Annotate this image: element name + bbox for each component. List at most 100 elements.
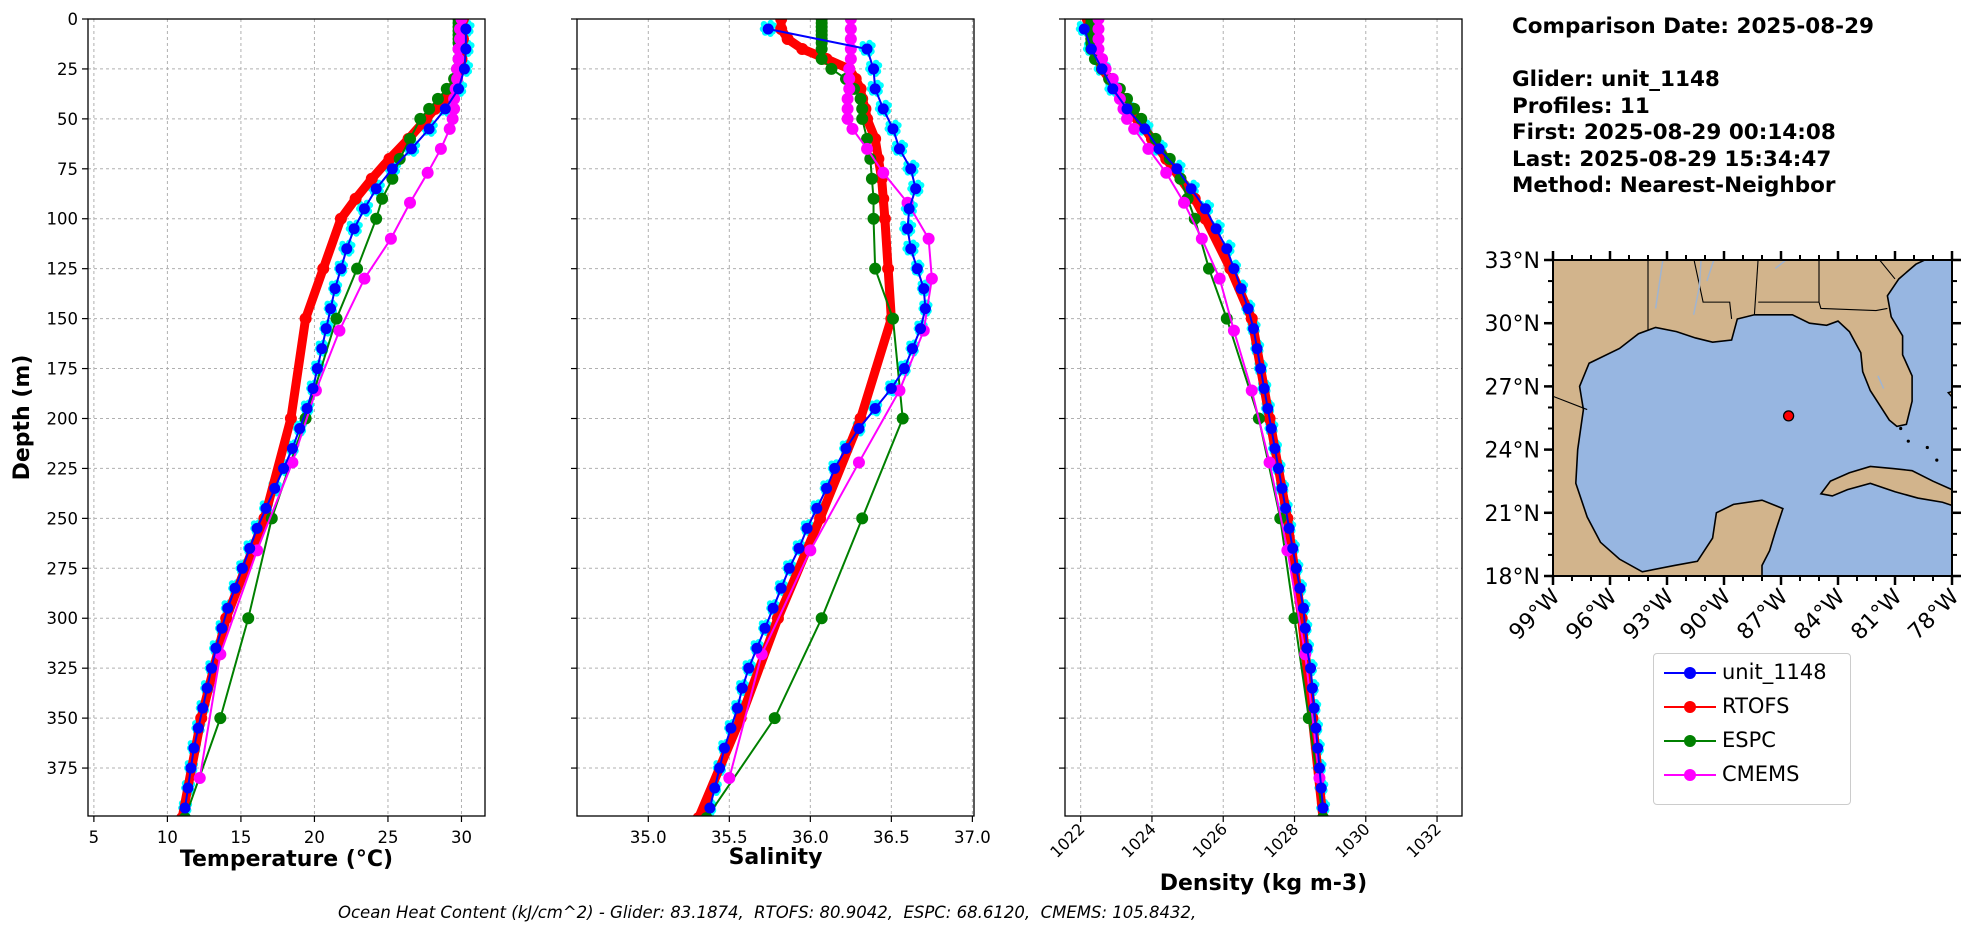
data-point-unit_1148 — [1297, 602, 1309, 614]
data-point-cmems — [841, 92, 854, 105]
x-tick-label: 5 — [89, 828, 100, 847]
glider-profiles-scatter — [1075, 19, 1331, 816]
lon-tick-label: 90°W — [1676, 584, 1737, 645]
data-point-unit_1148 — [201, 682, 213, 694]
y-tick-label: 275 — [47, 559, 79, 578]
data-point-cmems — [1128, 122, 1141, 135]
lon-tick-label: 99°W — [1505, 584, 1566, 645]
data-point-unit_1148 — [335, 263, 347, 275]
legend-swatch-rtofs — [1664, 701, 1716, 713]
data-point-unit_1148 — [251, 522, 263, 534]
data-point-espc — [1163, 152, 1176, 165]
data-point-cmems — [804, 544, 817, 557]
data-point-unit_1148 — [885, 383, 897, 395]
data-point-unit_1148 — [197, 702, 209, 714]
data-point-rtofs — [284, 412, 297, 425]
data-point-unit_1148 — [278, 462, 290, 474]
data-point-cmems — [843, 72, 856, 85]
data-point-cmems — [1195, 232, 1208, 245]
data-point-cmems — [446, 112, 459, 125]
y-tick-label: 100 — [47, 210, 79, 229]
salinity-panel: 35.0 35.5 36.0 36.5 37.0 Salinity — [571, 18, 991, 870]
series-unit_1148 — [704, 23, 931, 814]
x-tick-label: 30 — [451, 828, 472, 847]
data-point-unit_1148 — [840, 442, 852, 454]
data-point-unit_1148 — [759, 622, 771, 634]
plot-area — [176, 19, 475, 816]
y-tick-label: 25 — [57, 60, 78, 79]
map-frame — [1552, 259, 1953, 577]
data-point-unit_1148 — [910, 183, 922, 195]
density-panel: 1022 1024 1026 1028 1030 1032 Density (kg m-3) — [1046, 18, 1463, 896]
data-point-espc — [867, 192, 880, 205]
lon-tick-label: 96°W — [1562, 584, 1623, 645]
data-point-rtofs — [796, 42, 809, 55]
border-line — [1758, 260, 1820, 303]
data-point-unit_1148 — [1235, 283, 1247, 295]
data-point-rtofs — [878, 212, 891, 225]
data-point-rtofs — [299, 312, 312, 325]
data-point-espc — [856, 102, 869, 115]
data-point-espc — [815, 612, 828, 625]
method: Method: Nearest-Neighbor — [1512, 173, 1836, 198]
data-point-espc — [423, 102, 436, 115]
data-point-unit_1148 — [1258, 383, 1270, 395]
data-point-espc — [700, 811, 713, 816]
data-point-rtofs — [383, 152, 396, 165]
glider-profiles-scatter — [178, 19, 475, 816]
data-point-unit_1148 — [869, 83, 881, 95]
data-point-cmems — [844, 52, 857, 65]
data-point-cmems — [454, 32, 467, 45]
data-point-unit_1148 — [1262, 403, 1274, 415]
data-point-unit_1148 — [704, 802, 716, 814]
data-point-espc — [393, 152, 406, 165]
data-point-unit_1148 — [905, 243, 917, 255]
data-point-cmems — [843, 62, 856, 75]
data-point-unit_1148 — [405, 143, 417, 155]
data-point-unit_1148 — [179, 802, 191, 814]
y-tick-label: 75 — [57, 160, 78, 179]
data-point-unit_1148 — [1312, 742, 1324, 754]
data-point-unit_1148 — [1251, 343, 1263, 355]
series-line-unit_1148 — [1083, 28, 1325, 809]
data-point-unit_1148 — [229, 582, 241, 594]
lon-tick-label: 78°W — [1904, 584, 1965, 645]
data-point-unit_1148 — [1305, 662, 1317, 674]
data-point-cmems — [1178, 196, 1191, 209]
lat-tick-label: 21°N — [1485, 502, 1540, 527]
legend-swatch-espc — [1664, 735, 1716, 747]
data-point-unit_1148 — [821, 482, 833, 494]
y-axis-label: Depth (m) — [10, 355, 35, 481]
x-tick-label: 36.5 — [873, 828, 910, 847]
y-tick-label: 50 — [57, 110, 78, 129]
last-time: Last: 2025-08-29 15:34:47 — [1512, 146, 1832, 172]
data-point-unit_1148 — [210, 642, 222, 654]
data-point-unit_1148 — [260, 502, 272, 514]
border-line — [1818, 301, 1888, 312]
river-line — [1692, 260, 1702, 315]
border-line — [1753, 260, 1759, 315]
border-line — [1553, 395, 1588, 411]
data-point-unit_1148 — [269, 482, 281, 494]
cuba — [1819, 465, 1952, 507]
series-line-unit_1148 — [708, 28, 927, 809]
data-point-espc — [1202, 262, 1215, 275]
data-point-espc — [376, 192, 389, 205]
data-point-espc — [865, 172, 878, 185]
data-point-unit_1148 — [1078, 23, 1090, 35]
data-point-unit_1148 — [1290, 562, 1302, 574]
data-point-unit_1148 — [919, 303, 931, 315]
data-point-rtofs — [882, 262, 895, 275]
data-point-cmems — [844, 22, 857, 35]
data-point-unit_1148 — [439, 103, 451, 115]
data-point-cmems — [852, 456, 865, 469]
profile-count: Profiles: 11 — [1512, 93, 1650, 119]
x-tick-label: 10 — [157, 828, 178, 847]
data-point-unit_1148 — [1248, 323, 1260, 335]
data-point-unit_1148 — [1306, 682, 1318, 694]
data-point-cmems — [1142, 142, 1155, 155]
y-tick-label: 325 — [47, 659, 79, 678]
data-point-unit_1148 — [453, 83, 465, 95]
data-point-espc — [856, 512, 869, 525]
data-point-unit_1148 — [811, 502, 823, 514]
